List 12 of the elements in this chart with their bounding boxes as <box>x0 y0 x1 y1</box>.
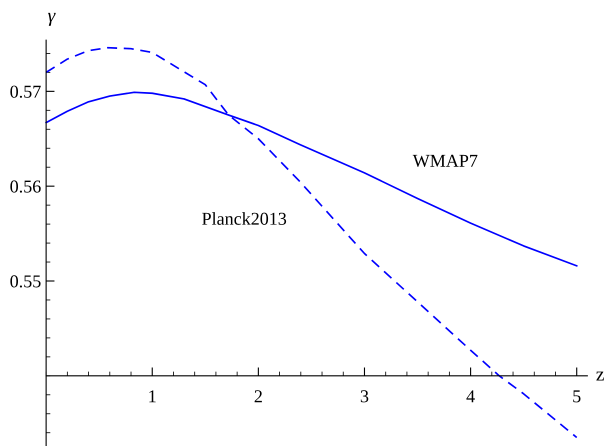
x-tick-label: 5 <box>573 390 581 402</box>
x-tick-label: 4 <box>466 390 475 402</box>
y-tick-label: 0.56 <box>10 180 41 193</box>
series-label: WMAP7 <box>412 154 478 168</box>
series-label: Planck2013 <box>202 212 286 225</box>
x-axis-title: z <box>596 372 604 381</box>
y-axis-title: γ <box>48 12 56 26</box>
x-tick-label: 2 <box>254 390 262 402</box>
x-tick-label: 1 <box>149 390 156 402</box>
y-tick-label: 0.55 <box>10 275 41 288</box>
x-tick-label: 3 <box>360 390 368 402</box>
y-tick-label: 0.57 <box>10 86 41 98</box>
